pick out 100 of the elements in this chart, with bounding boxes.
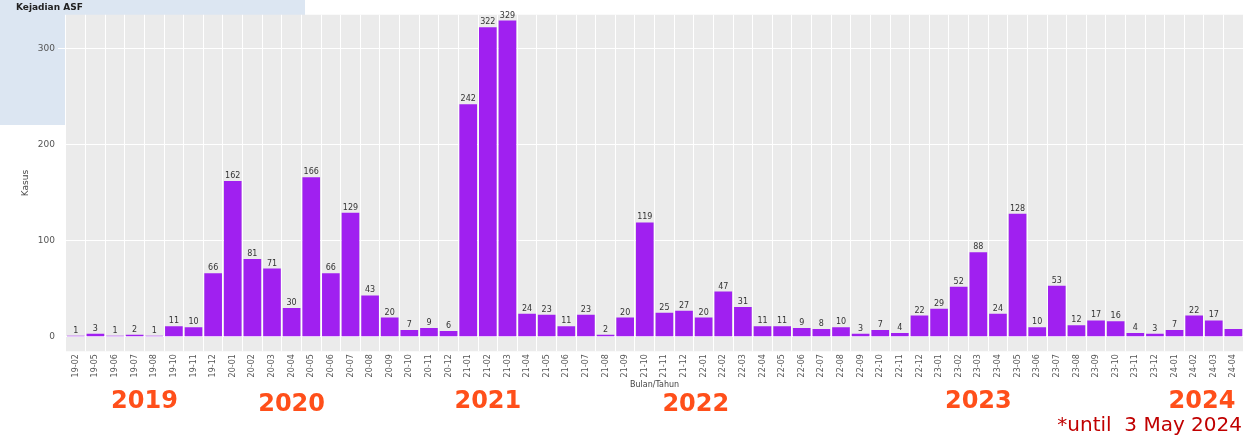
- bar: [361, 295, 379, 337]
- data-label: 22: [1189, 305, 1200, 315]
- y-tick-label: 100: [37, 234, 56, 245]
- bar: [380, 317, 399, 337]
- bar: [165, 326, 183, 337]
- data-label: 129: [342, 202, 359, 212]
- bar: [1008, 213, 1027, 337]
- data-label: 23: [580, 304, 592, 314]
- data-label: 9: [426, 318, 432, 328]
- data-label: 31: [737, 297, 748, 307]
- x-tick-label: 21-05: [541, 354, 551, 378]
- x-tick-label: 23-03: [973, 354, 983, 378]
- x-tick-label: 20-09: [384, 354, 394, 378]
- x-tick-label: 19-05: [90, 354, 100, 378]
- x-tick-label: 24-02: [1189, 354, 1199, 378]
- bar: [1185, 315, 1203, 337]
- x-tick-label: 23-12: [1150, 354, 1159, 378]
- data-label: 162: [225, 171, 241, 181]
- bar: [1028, 327, 1047, 337]
- data-label: 11: [777, 316, 788, 326]
- bar: [930, 308, 948, 337]
- data-label: 1: [151, 325, 157, 335]
- bar: [577, 314, 595, 337]
- data-label: 25: [659, 302, 670, 312]
- data-label: 3: [92, 323, 98, 333]
- data-label: 166: [303, 167, 319, 177]
- bar: [812, 329, 831, 337]
- x-tick-label: 20-11: [424, 354, 434, 378]
- data-label: 66: [208, 263, 219, 273]
- data-label: 11: [561, 316, 572, 326]
- x-tick-label: 19-08: [149, 354, 159, 378]
- x-tick-label: 22-05: [777, 354, 787, 378]
- bar: [420, 328, 438, 337]
- x-tick-label: 20-07: [345, 354, 355, 378]
- y-axis-title: Kasus: [19, 169, 30, 197]
- x-tick-label: 24-04: [1228, 354, 1238, 378]
- x-tick-label: 20-12: [443, 354, 453, 378]
- data-label: 20: [384, 307, 395, 317]
- bar: [734, 306, 752, 337]
- x-tick-label: 21-07: [581, 354, 590, 378]
- bar: [989, 313, 1007, 337]
- bar: [616, 317, 634, 337]
- x-tick-label: 24-03: [1208, 354, 1218, 378]
- data-label: 52: [953, 276, 964, 286]
- x-tick-label: 22-07: [816, 354, 826, 378]
- x-tick-label: 22-09: [855, 354, 865, 378]
- data-label: 23: [541, 304, 552, 314]
- x-tick-label: 22-08: [836, 354, 846, 378]
- data-label: 24: [521, 303, 533, 313]
- data-label: 17: [1090, 310, 1102, 320]
- data-label: 47: [718, 281, 729, 291]
- data-label: 3: [1152, 323, 1158, 333]
- data-label: 12: [1071, 315, 1082, 325]
- text: 2024: [1168, 386, 1236, 415]
- data-label: 322: [480, 17, 496, 27]
- data-label: 242: [460, 94, 476, 104]
- x-tick-label: 24-01: [1169, 354, 1179, 378]
- data-label: 66: [325, 263, 336, 273]
- x-tick-label: 20-02: [247, 354, 257, 378]
- x-tick-label: 22-03: [737, 354, 747, 378]
- bar: [694, 317, 713, 337]
- x-tick-label: 22-01: [698, 354, 708, 378]
- data-label: 10: [188, 317, 199, 327]
- bar: [753, 326, 772, 337]
- x-tick-label: 22-06: [796, 354, 806, 378]
- data-label: 27: [678, 300, 690, 310]
- x-tick-label: 23-10: [1110, 354, 1120, 378]
- data-label: 1: [112, 325, 118, 335]
- x-tick-label: 21-06: [561, 354, 571, 378]
- x-tick-label: 23-05: [1012, 354, 1022, 378]
- data-label: 8: [818, 319, 824, 329]
- x-tick-label: 19-10: [168, 354, 178, 378]
- x-tick-label: 20-03: [267, 354, 277, 378]
- bar: [1224, 329, 1243, 337]
- x-tick-label: 23-04: [993, 354, 1003, 378]
- data-label: 7: [1171, 320, 1178, 330]
- x-tick-label: 19-02: [70, 354, 80, 378]
- bar: [184, 327, 203, 337]
- bar: [498, 20, 517, 337]
- bar: [243, 258, 262, 337]
- text: 2020: [258, 389, 326, 418]
- y-tick-label: 300: [37, 42, 56, 53]
- x-tick-label: 21-09: [620, 354, 630, 378]
- x-tick-label: 21-08: [600, 354, 610, 378]
- data-label: 7: [406, 320, 412, 330]
- x-tick-label: 20-04: [286, 354, 296, 378]
- bar: [871, 330, 890, 337]
- x-tick-label: 23-11: [1130, 354, 1140, 378]
- data-label: 4: [1132, 322, 1138, 332]
- bar: [635, 222, 654, 337]
- data-label: 17: [1208, 310, 1219, 320]
- data-label: 43: [365, 285, 376, 295]
- data-label: 1: [73, 325, 79, 335]
- text: 2022: [662, 389, 730, 418]
- x-tick-label: 23-06: [1032, 354, 1042, 378]
- data-label: 22: [914, 305, 925, 315]
- data-label: 20: [620, 307, 631, 317]
- bar: [1087, 320, 1105, 337]
- x-tick-label: 21-03: [502, 354, 512, 378]
- data-label: 53: [1051, 275, 1062, 285]
